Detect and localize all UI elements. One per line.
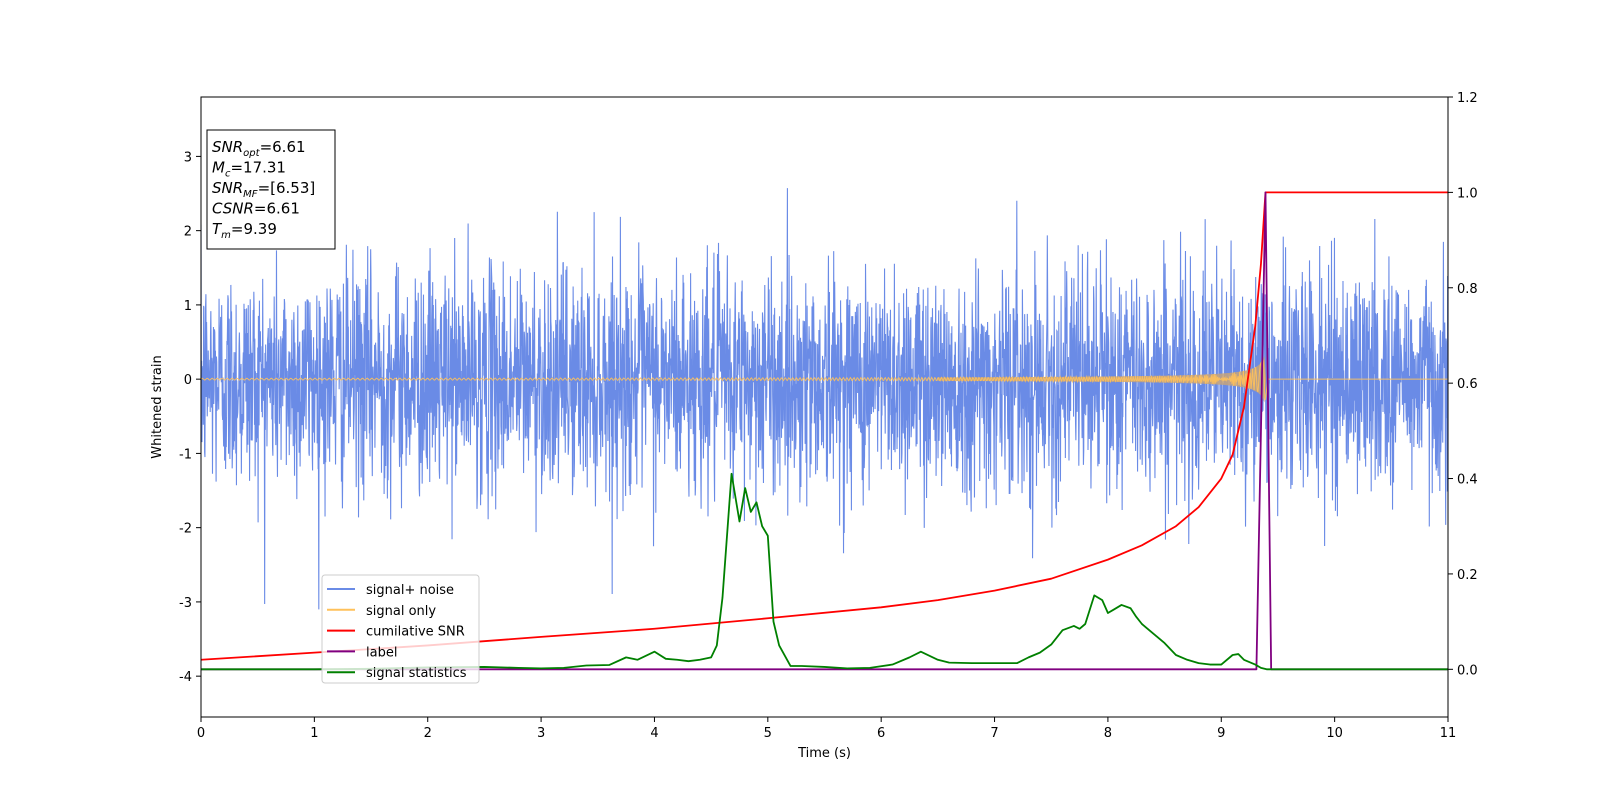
annotation-subscript: c [225,169,231,180]
annotation-symbol: CSNR [212,200,254,218]
y2-tick-label: 0.2 [1457,568,1478,583]
y-tick-label: -3 [179,596,192,611]
annotation-box: SNRopt=6.61Mc=17.31SNRMF=[6.53]CSNR=6.61… [206,129,336,250]
x-tick-label: 5 [764,726,772,741]
legend-item-label: label [327,645,397,660]
annotation-frame [206,129,336,250]
annotation-symbol: SNR [212,138,243,156]
y-axis-label: Whitened strain [150,355,165,458]
series-signal-only-line [201,359,1448,400]
y2-tick-label: 0.0 [1457,663,1478,678]
legend-label: signal statistics [366,666,467,681]
series-signal-noise-line [201,188,1448,610]
series-layer [201,188,1448,671]
x-tick-label: 0 [197,726,205,741]
annotation-symbol: SNR [212,179,243,197]
legend-item-signal-statistics: signal statistics [327,666,467,681]
x-tick-label: 4 [650,726,658,741]
legend-label: cumilative SNR [366,625,465,640]
x-tick-label: 11 [1440,726,1457,741]
series-signal-statistics-line [201,472,1448,671]
annotation-line: SNRMF=[6.53] [212,179,315,200]
annotation-value: =[6.53] [258,179,316,197]
y2-tick-label: 1.2 [1457,91,1478,106]
annotation-value: =6.61 [260,138,306,156]
y2-tick-label: 0.8 [1457,282,1478,297]
x-tick-label: 8 [1104,726,1112,741]
x-tick-label: 10 [1326,726,1343,741]
annotation-line: Mc=17.31 [212,159,286,180]
legend-label: signal+ noise [366,583,454,598]
annotation-line: Tm=9.39 [212,220,277,241]
x-tick-label: 3 [537,726,545,741]
series-cumilative-snr-line [201,191,1448,661]
x-tick-label: 2 [424,726,432,741]
annotation-subscript: m [221,230,231,241]
x-axis-label: Time (s) [797,746,851,761]
plot-frame [200,96,1449,718]
legend-item-signal-only: signal only [327,604,436,619]
annotation-value: =6.61 [254,200,300,218]
legend-item-cumilative-snr: cumilative SNR [327,625,465,640]
y-tick-label: 0 [184,373,192,388]
y-tick-label: -4 [179,670,192,685]
annotation-value: =17.31 [230,159,286,177]
y-tick-label: 2 [184,225,192,240]
annotation-symbol: T [212,220,223,238]
annotation-subscript: opt [243,148,260,159]
axes-layer: 0 1 2 3 4 5 6 7 8 9 10 11 -4 -3 -2 -1 0 1 2 3 0.0 0.2 0.4 0.6 0.… [179,91,1478,741]
y-tick-label: -2 [179,522,192,537]
annotation-value: =9.39 [231,220,277,238]
x-tick-label: 9 [1217,726,1225,741]
y-tick-label: -1 [179,447,192,462]
annotation-line: SNRopt=6.61 [212,138,306,159]
y2-tick-label: 1.0 [1457,186,1478,201]
annotation-line: CSNR=6.61 [212,200,300,218]
x-tick-label: 1 [310,726,318,741]
y2-tick-label: 0.6 [1457,377,1478,392]
y2-tick-label: 0.4 [1457,473,1478,488]
legend-frame [321,574,480,684]
legend-label: label [366,645,397,660]
legend-item-signal-noise: signal+ noise [327,583,454,598]
annotation-subscript: MF [243,189,258,200]
y-tick-label: 3 [184,150,192,165]
y-tick-label: 1 [184,299,192,314]
legend: signal+ noise signal only cumilative SNR la… [321,574,480,684]
annotation-symbol: M [212,159,225,177]
legend-label: signal only [366,604,436,619]
x-tick-label: 7 [990,726,998,741]
x-tick-label: 6 [877,726,885,741]
